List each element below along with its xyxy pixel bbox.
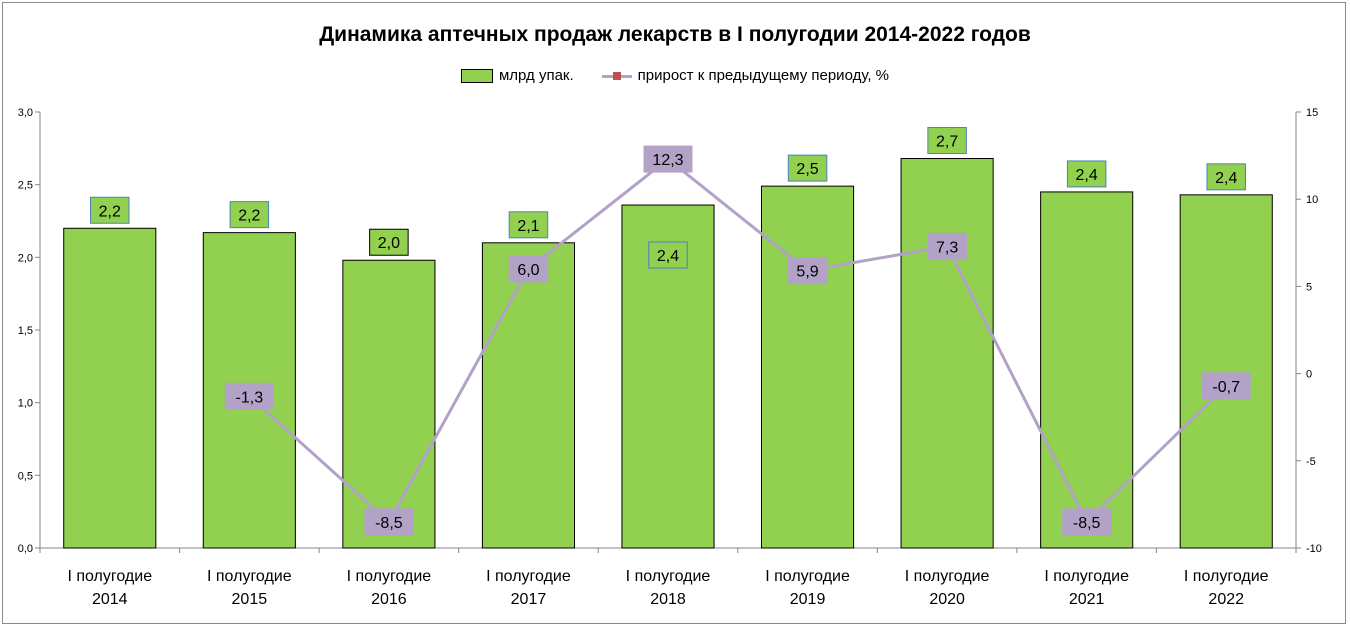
x-tick-label: I полугодие — [486, 568, 571, 585]
x-tick-label: I полугодие — [207, 568, 292, 585]
bar-data-label-box — [229, 201, 270, 229]
line-data-label: -1,3 — [236, 389, 264, 406]
x-tick-label: 2015 — [232, 591, 268, 608]
bar-data-label-box — [927, 127, 967, 155]
bar-data-label-box — [90, 196, 130, 224]
line-data-label: -8,5 — [375, 515, 403, 532]
line-data-label-box — [508, 255, 549, 283]
y-tick-label-right: -10 — [1306, 543, 1322, 555]
bar-data-label-box — [787, 154, 828, 182]
y-tick-label-left: 2,5 — [18, 180, 33, 192]
line-data-label: 12,3 — [652, 152, 683, 169]
x-tick-label: 2016 — [371, 591, 407, 608]
chart-legend: млрд упак. прирост к предыдущему периоду… — [3, 67, 1347, 84]
legend-bar-swatch — [460, 68, 493, 83]
bar-data-label-box — [1066, 160, 1107, 188]
x-tick-label: 2019 — [790, 591, 826, 608]
x-tick-label: I полугодие — [765, 568, 850, 585]
bar-data-label: 2,7 — [936, 134, 958, 151]
line-data-label-box — [1201, 372, 1251, 400]
legend-item-line: прирост к предыдущему периоду, % — [601, 67, 890, 84]
x-tick-label: I полугодие — [626, 568, 711, 585]
bar — [761, 185, 855, 549]
bar-data-label-box — [508, 211, 549, 239]
x-tick-label: 2021 — [1069, 591, 1105, 608]
x-tick-label: 2014 — [92, 591, 128, 608]
bar-data-label-box — [648, 241, 688, 269]
legend-bar-label: млрд упак. — [498, 67, 574, 84]
bar-data-label: 2,0 — [378, 235, 400, 252]
legend-line-swatch — [601, 70, 632, 82]
y-tick-label-left: 2,0 — [18, 252, 33, 264]
x-tick-label: I полугодие — [905, 568, 990, 585]
bar-data-label: 2,2 — [238, 208, 260, 225]
line-data-label-box — [643, 145, 693, 173]
line-data-label: -0,7 — [1212, 379, 1240, 396]
line-data-label-box — [364, 508, 414, 536]
legend-line-label: прирост к предыдущему периоду, % — [637, 67, 890, 84]
y-tick-label-right: 5 — [1306, 281, 1312, 293]
line-data-label-box — [927, 232, 967, 260]
y-tick-label-left: 1,0 — [18, 398, 33, 410]
bar — [342, 259, 436, 549]
line-data-label: 5,9 — [796, 264, 818, 281]
bar-data-label: 2,2 — [99, 203, 121, 220]
legend-item-bars: млрд упак. — [460, 67, 574, 84]
x-tick-label: 2022 — [1208, 591, 1244, 608]
bar — [900, 158, 994, 549]
bar — [63, 227, 157, 549]
line-data-label-box — [787, 257, 828, 285]
x-tick-label: 2017 — [511, 591, 547, 608]
y-tick-label-right: 15 — [1306, 107, 1318, 119]
bar-data-label: 2,4 — [1076, 167, 1098, 184]
x-tick-label: 2018 — [650, 591, 686, 608]
x-tick-label: I полугодие — [1044, 568, 1129, 585]
bar-data-label: 2,5 — [796, 161, 818, 178]
bar-data-label: 2,4 — [657, 248, 679, 265]
y-tick-label-right: 10 — [1306, 194, 1318, 206]
bar — [481, 242, 575, 549]
bar-data-label-box — [369, 228, 409, 256]
x-tick-label: I полугодие — [347, 568, 432, 585]
y-tick-label-left: 3,0 — [18, 107, 33, 119]
line-data-label-box — [224, 382, 274, 410]
line-data-label-box — [1062, 508, 1112, 536]
bar-data-label: 2,1 — [517, 218, 539, 235]
x-tick-label: 2020 — [929, 591, 965, 608]
y-tick-label-left: 1,5 — [18, 325, 33, 337]
bar — [1179, 194, 1273, 549]
y-tick-label-left: 0,0 — [18, 543, 33, 555]
line-data-label: 6,0 — [517, 262, 539, 279]
line-data-label: 7,3 — [936, 239, 958, 256]
y-tick-label-left: 0,5 — [18, 470, 33, 482]
x-tick-label: I полугодие — [1184, 568, 1269, 585]
bar — [1040, 191, 1134, 549]
x-tick-label: I полугодие — [67, 568, 152, 585]
bar-data-label: 2,4 — [1215, 170, 1237, 187]
growth-line — [248, 157, 1228, 525]
y-tick-label-right: -5 — [1306, 456, 1316, 468]
line-data-label: -8,5 — [1073, 515, 1101, 532]
chart-title: Динамика аптечных продаж лекарств в I по… — [319, 23, 1031, 46]
y-tick-label-right: 0 — [1306, 369, 1312, 381]
bar-data-label-box — [1206, 163, 1246, 191]
